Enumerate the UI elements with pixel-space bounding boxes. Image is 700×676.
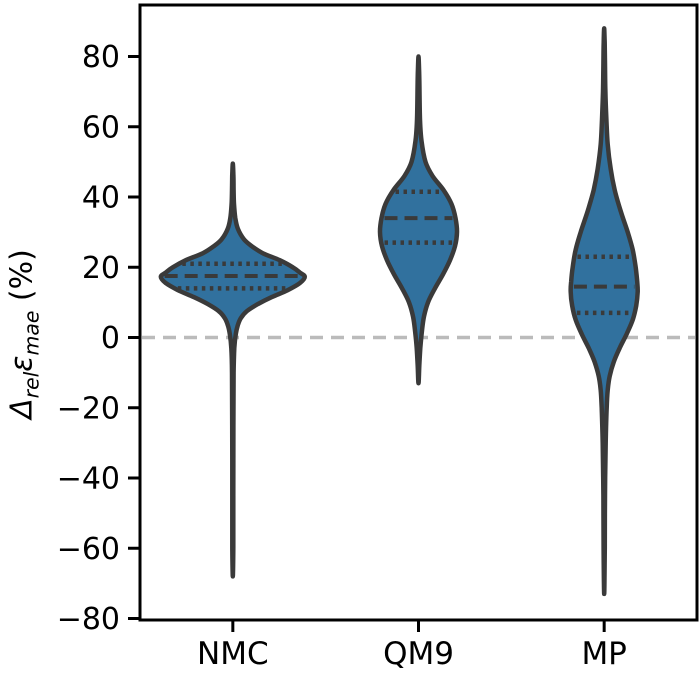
ylabel-delta: Δ xyxy=(4,398,40,419)
y-tick-label: −80 xyxy=(57,602,120,637)
x-tick-label-MP: MP xyxy=(581,636,626,672)
x-tick-label-NMC: NMC xyxy=(197,636,269,672)
x-tick-label-QM9: QM9 xyxy=(383,636,454,672)
y-tick-label: 0 xyxy=(101,321,120,356)
ylabel-epsilon: ε xyxy=(4,355,40,372)
violin-body-NMC xyxy=(158,161,308,579)
y-tick-label: 20 xyxy=(82,251,120,286)
y-tick-label: 60 xyxy=(82,110,120,145)
y-tick-label: −20 xyxy=(57,391,120,426)
y-tick-label: 40 xyxy=(82,181,120,216)
ylabel-unit: (%) xyxy=(4,249,40,311)
y-tick-label: −40 xyxy=(57,462,120,497)
ylabel-sub-rel: rel xyxy=(19,371,44,399)
violin-body-QM9 xyxy=(377,54,460,386)
y-axis-label: Δrelεmae (%) xyxy=(5,249,44,419)
ylabel-sub-mae: mae xyxy=(19,310,44,356)
y-tick-label: 80 xyxy=(82,40,120,75)
y-tick-label: −60 xyxy=(57,532,120,567)
